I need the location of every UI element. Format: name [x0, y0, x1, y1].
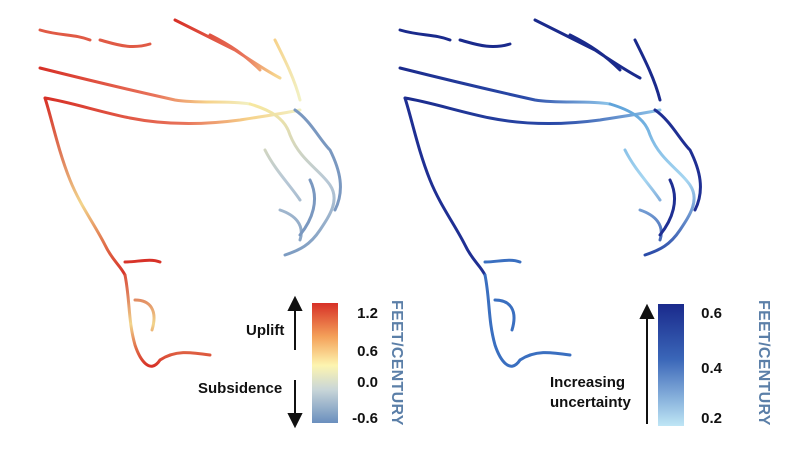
tick-neg-0-6: -0.6: [352, 410, 378, 427]
uplift-label: Uplift: [246, 322, 285, 339]
tick-u-0-2: 0.2: [701, 410, 722, 427]
southern-coastline-r: [483, 258, 572, 368]
tick-0-6: 0.6: [357, 343, 378, 360]
subsidence-label: Subsidence: [198, 380, 283, 397]
uncertainty-map-panel: Increasing uncertainty 0.6 0.4 0.2 FEET/…: [380, 0, 800, 449]
upper-inland-coastline: [173, 18, 302, 102]
uplift-subsidence-map-panel: Uplift Subsidence 1.2 0.6 0.0 -0.6 FEET/…: [38, 18, 405, 429]
coastline-map-left: [38, 18, 342, 368]
eastern-inland-coastline: [293, 108, 342, 237]
inland-waters-coastline-r: [608, 102, 696, 257]
uplift-color-scale: [312, 303, 338, 423]
upper-inland-coastline-r: [533, 18, 662, 102]
unit-label-right: FEET/CENTURY: [755, 300, 772, 426]
island-coastline-r: [398, 28, 512, 48]
coastline-map-right: [398, 18, 702, 368]
southern-coastline: [123, 258, 212, 368]
strait-coastline: [38, 66, 252, 106]
island-coastline: [38, 28, 152, 48]
uncertainty-label-line2: uncertainty: [550, 394, 631, 411]
uncertainty-color-scale: [658, 304, 684, 426]
tick-u-0-6: 0.6: [701, 305, 722, 322]
outer-coastline-r: [403, 96, 487, 277]
tick-0-0: 0.0: [357, 374, 378, 391]
strait-inner-coastline: [43, 96, 302, 126]
outer-coastline: [43, 96, 127, 277]
inland-waters-coastline: [248, 102, 336, 257]
tick-1-2: 1.2: [357, 305, 378, 322]
tick-u-0-4: 0.4: [701, 360, 722, 377]
strait-inner-coastline-r: [403, 96, 662, 126]
strait-coastline-r: [398, 66, 612, 106]
eastern-inland-coastline-r: [653, 108, 702, 237]
uncertainty-label-line1: Increasing: [550, 374, 626, 391]
